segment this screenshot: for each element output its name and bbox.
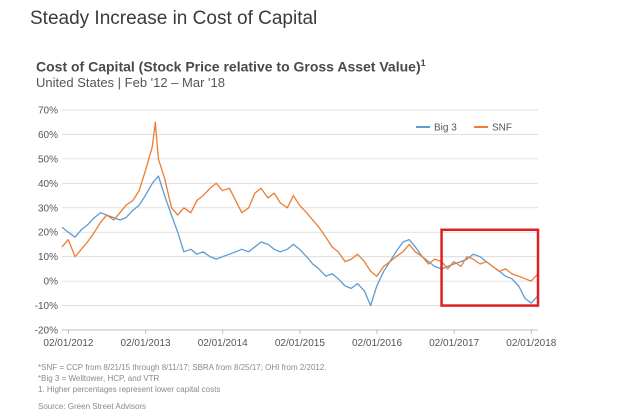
y-tick-label: 10% bbox=[38, 252, 58, 263]
gridlines bbox=[62, 109, 538, 331]
x-tick-label: 02/01/2017 bbox=[429, 338, 479, 349]
x-tick-label: 02/01/2015 bbox=[275, 338, 325, 349]
x-tick-label: 02/01/2018 bbox=[506, 338, 556, 349]
y-tick-label: 30% bbox=[38, 203, 58, 214]
x-tick-label: 02/01/2016 bbox=[352, 338, 402, 349]
chart-title: Cost of Capital (Stock Price relative to… bbox=[36, 58, 426, 75]
y-tick-label: 50% bbox=[38, 154, 58, 165]
y-tick-label: 60% bbox=[38, 130, 58, 141]
slide-title: Steady Increase in Cost of Capital bbox=[30, 8, 318, 29]
y-tick-label: -20% bbox=[35, 326, 58, 337]
series-line-snf bbox=[61, 121, 539, 282]
footnote-snf: *SNF = CCP from 8/21/15 through 8/11/17;… bbox=[38, 363, 327, 372]
source-note: Source: Green Street Advisors bbox=[38, 402, 147, 411]
y-tick-label: 20% bbox=[38, 228, 58, 239]
chart-subtitle: United States | Feb '12 – Mar '18 bbox=[36, 75, 225, 90]
y-tick-label: -10% bbox=[35, 301, 58, 312]
annotation-highlight bbox=[440, 228, 540, 307]
x-tick-label: 02/01/2014 bbox=[198, 338, 248, 349]
y-axis: 70% 60% 50% 40% 30% 20% 10% 0% -10% -20% bbox=[35, 106, 58, 337]
legend-label-big-3: Big 3 bbox=[434, 123, 457, 134]
y-tick-label: 70% bbox=[38, 106, 58, 117]
highlight-box bbox=[440, 228, 540, 307]
legend: Big 3 SNF bbox=[416, 123, 512, 134]
series-line-big-3 bbox=[61, 175, 539, 307]
y-tick-label: 40% bbox=[38, 179, 58, 190]
series-lines bbox=[61, 121, 539, 307]
x-axis: 02/01/2012 02/01/2013 02/01/2014 02/01/2015… bbox=[43, 329, 557, 349]
chart-title-footnote-marker: 1 bbox=[420, 58, 426, 68]
footnotes: *SNF = CCP from 8/21/15 through 8/11/17;… bbox=[38, 362, 327, 395]
y-tick-label: 0% bbox=[44, 277, 59, 288]
legend-label-snf: SNF bbox=[492, 123, 512, 134]
chart-title-text: Cost of Capital (Stock Price relative to… bbox=[36, 58, 421, 75]
x-tick-label: 02/01/2013 bbox=[121, 338, 171, 349]
x-tick-label: 02/01/2012 bbox=[43, 338, 93, 349]
footnote-higher-percentages: 1. Higher percentages represent lower ca… bbox=[38, 385, 221, 394]
footnote-big3: *Big 3 = Welltower, HCP, and VTR bbox=[38, 374, 160, 383]
